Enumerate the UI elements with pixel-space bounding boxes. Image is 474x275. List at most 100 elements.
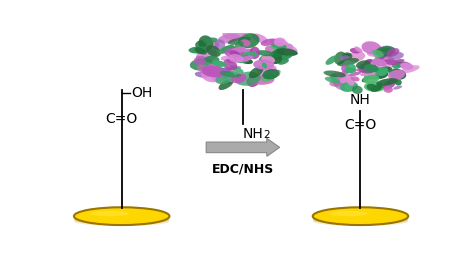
Ellipse shape — [337, 58, 359, 66]
Ellipse shape — [383, 79, 396, 90]
Ellipse shape — [237, 52, 249, 64]
Ellipse shape — [272, 47, 294, 60]
Ellipse shape — [356, 60, 371, 69]
Ellipse shape — [389, 69, 406, 80]
Ellipse shape — [253, 59, 274, 70]
Ellipse shape — [246, 76, 259, 87]
Ellipse shape — [270, 44, 287, 50]
Ellipse shape — [372, 50, 384, 57]
Ellipse shape — [262, 62, 267, 68]
Ellipse shape — [229, 50, 240, 57]
Ellipse shape — [340, 70, 348, 78]
Ellipse shape — [220, 56, 233, 61]
Ellipse shape — [392, 63, 401, 69]
Ellipse shape — [364, 63, 376, 72]
Ellipse shape — [366, 84, 378, 91]
Text: C=O: C=O — [106, 112, 138, 126]
Ellipse shape — [375, 67, 389, 76]
Ellipse shape — [202, 65, 226, 78]
Ellipse shape — [271, 43, 287, 48]
Ellipse shape — [74, 207, 170, 225]
Ellipse shape — [240, 39, 251, 46]
Ellipse shape — [401, 65, 419, 73]
Ellipse shape — [326, 56, 337, 65]
Ellipse shape — [369, 68, 380, 74]
Ellipse shape — [284, 46, 298, 56]
Ellipse shape — [355, 46, 363, 53]
Ellipse shape — [364, 64, 379, 72]
Ellipse shape — [367, 50, 386, 57]
Ellipse shape — [206, 45, 221, 57]
Ellipse shape — [282, 46, 293, 57]
Ellipse shape — [350, 48, 361, 54]
Ellipse shape — [224, 48, 245, 59]
Ellipse shape — [274, 38, 286, 46]
Ellipse shape — [376, 72, 389, 79]
Ellipse shape — [365, 66, 380, 73]
Ellipse shape — [400, 63, 414, 70]
Ellipse shape — [256, 65, 277, 72]
Ellipse shape — [74, 217, 170, 226]
Ellipse shape — [346, 75, 355, 86]
Ellipse shape — [220, 70, 241, 78]
Ellipse shape — [313, 216, 408, 225]
Ellipse shape — [362, 76, 369, 82]
Ellipse shape — [380, 58, 393, 62]
Ellipse shape — [196, 49, 217, 62]
Ellipse shape — [236, 51, 248, 60]
Ellipse shape — [215, 72, 235, 84]
Ellipse shape — [215, 40, 225, 50]
Ellipse shape — [249, 75, 274, 85]
Ellipse shape — [379, 55, 392, 60]
Ellipse shape — [256, 50, 273, 56]
FancyArrow shape — [206, 138, 280, 156]
Ellipse shape — [345, 68, 356, 73]
Text: EDC/NHS: EDC/NHS — [212, 162, 274, 175]
Ellipse shape — [252, 76, 263, 83]
Ellipse shape — [380, 67, 392, 71]
Ellipse shape — [377, 51, 392, 59]
Ellipse shape — [383, 59, 399, 65]
Ellipse shape — [395, 79, 402, 86]
Ellipse shape — [219, 79, 234, 90]
Ellipse shape — [375, 46, 396, 57]
Ellipse shape — [362, 69, 376, 73]
Ellipse shape — [228, 37, 251, 45]
Ellipse shape — [206, 64, 224, 76]
Ellipse shape — [204, 56, 219, 63]
Ellipse shape — [231, 74, 246, 83]
Ellipse shape — [379, 67, 390, 73]
Ellipse shape — [235, 41, 244, 50]
Ellipse shape — [372, 49, 392, 59]
Ellipse shape — [269, 51, 284, 58]
Ellipse shape — [342, 52, 353, 60]
Ellipse shape — [270, 39, 288, 46]
Ellipse shape — [340, 74, 351, 83]
Ellipse shape — [262, 70, 281, 82]
Ellipse shape — [362, 41, 382, 54]
Ellipse shape — [358, 63, 373, 73]
Ellipse shape — [194, 56, 207, 65]
Ellipse shape — [233, 56, 241, 61]
Ellipse shape — [221, 45, 235, 53]
Ellipse shape — [242, 52, 257, 57]
Ellipse shape — [313, 214, 408, 223]
Ellipse shape — [352, 86, 363, 94]
Ellipse shape — [394, 59, 405, 63]
Ellipse shape — [313, 213, 408, 222]
Ellipse shape — [223, 59, 237, 71]
Ellipse shape — [378, 45, 394, 59]
Ellipse shape — [240, 58, 253, 64]
Ellipse shape — [313, 217, 408, 226]
Ellipse shape — [371, 70, 380, 76]
Ellipse shape — [265, 45, 283, 55]
Ellipse shape — [203, 37, 218, 43]
Ellipse shape — [382, 47, 393, 53]
Ellipse shape — [249, 66, 264, 78]
Ellipse shape — [372, 59, 387, 67]
Ellipse shape — [222, 26, 248, 39]
Ellipse shape — [340, 55, 350, 60]
Ellipse shape — [333, 81, 344, 89]
Ellipse shape — [347, 51, 365, 62]
Ellipse shape — [363, 75, 379, 84]
